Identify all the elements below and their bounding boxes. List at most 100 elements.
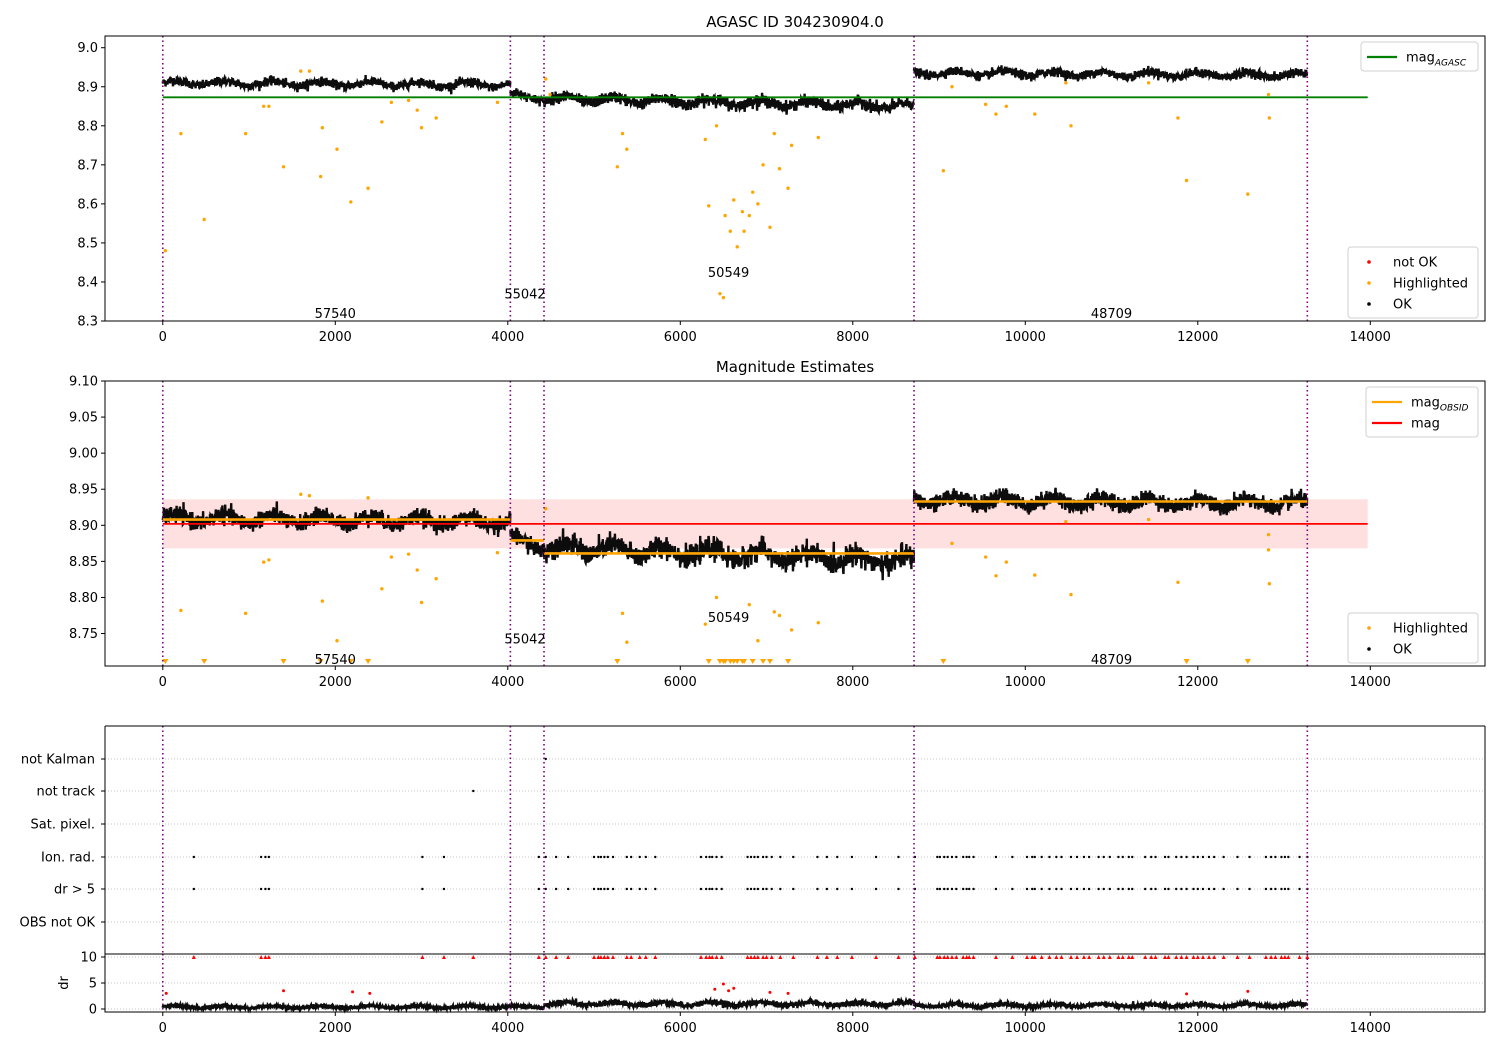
p3-flag-point xyxy=(1283,887,1287,891)
p1-highlighted-point xyxy=(703,137,707,142)
p4-clipped-marker xyxy=(1179,955,1184,959)
p2-xtick-label: 10000 xyxy=(1005,675,1046,690)
p4-clipped-marker xyxy=(643,955,648,959)
p2-highlighted-point xyxy=(544,507,548,511)
p4-clipped-marker xyxy=(1195,955,1200,959)
p2-highlighted-point xyxy=(983,555,988,559)
p4-xtick-label: 0 xyxy=(159,1021,167,1036)
p3-flag-point xyxy=(1131,887,1134,891)
p4-clipped-marker xyxy=(653,955,658,959)
p3-flag-point xyxy=(779,855,782,859)
p4-clipped-marker xyxy=(1096,955,1101,959)
p3-flag-point xyxy=(1011,887,1014,891)
p4-xtick-label: 6000 xyxy=(664,1021,697,1036)
p2-out-of-range-marker xyxy=(280,659,287,664)
p1-highlighted-point xyxy=(243,131,248,136)
p2-highlighted-point xyxy=(1267,582,1272,586)
p4-clipped-marker xyxy=(1143,955,1148,959)
p2-obsid-label: 57540 xyxy=(315,653,356,668)
p2-ytick-label: 8.75 xyxy=(69,627,98,642)
panel-agasc-title: AGASC ID 304230904.0 xyxy=(706,13,884,31)
p3-flag-point xyxy=(749,887,753,891)
p4-clipped-marker xyxy=(835,955,840,959)
p3-flag-point xyxy=(761,887,765,891)
p3-flag-point xyxy=(629,887,633,891)
p2-highlighted-point xyxy=(320,599,325,603)
p3-flag-point xyxy=(606,887,610,891)
p4-xtick-label: 2000 xyxy=(319,1021,352,1036)
p2-ok-points xyxy=(542,528,916,581)
p4-clipped-marker xyxy=(752,955,757,959)
p1-highlighted-point xyxy=(163,249,168,253)
p3-flag-point xyxy=(592,887,596,891)
p3-flag-point xyxy=(708,855,711,859)
p1-ok-points xyxy=(912,64,1309,84)
p1-highlighted-point xyxy=(1033,112,1037,116)
p4-clipped-marker xyxy=(949,955,954,959)
p3-flag-point xyxy=(442,887,446,891)
p3-flag-point xyxy=(1117,887,1120,891)
p3-flag-point xyxy=(1201,887,1205,891)
p2-highlighted-point xyxy=(1033,573,1037,577)
p4-clipped-marker xyxy=(1174,955,1179,959)
p3-flag-point xyxy=(472,789,475,793)
p3-flag-point xyxy=(1150,855,1153,859)
p2-highlighted-point xyxy=(267,558,271,562)
p2-highlighted-point xyxy=(703,622,707,626)
p3-flag-point xyxy=(955,887,958,891)
p1-highlighted-point xyxy=(941,168,946,173)
p4-clipped-marker xyxy=(441,955,446,959)
p3-flag-point xyxy=(1048,887,1051,891)
p3-flag-point xyxy=(597,887,600,891)
p3-flag-point xyxy=(1185,887,1188,891)
p2-xtick-label: 6000 xyxy=(664,675,697,690)
p4-clipped-marker xyxy=(1247,955,1252,959)
p2-bottom-legend-marker-key xyxy=(1367,626,1371,630)
p3-flag-point xyxy=(770,887,773,891)
p4-clipped-marker xyxy=(1286,955,1291,959)
p1-highlighted-point xyxy=(320,126,325,130)
p1-highlighted-point xyxy=(772,131,776,136)
p1-highlighted-point xyxy=(747,213,751,218)
p1-bottom-legend-label: OK xyxy=(1393,298,1412,313)
p1-highlighted-point xyxy=(1246,192,1250,196)
p3-flag-point xyxy=(1274,887,1277,891)
p1-xtick-label: 0 xyxy=(159,330,167,345)
p2-highlighted-point xyxy=(406,552,411,556)
p3-flag-point xyxy=(566,855,570,859)
p4-clipped-marker xyxy=(602,955,607,959)
p3-flag-point xyxy=(1192,855,1195,859)
p2-highlighted-point xyxy=(816,621,820,625)
p3-flag-point xyxy=(936,887,939,891)
p4-clipped-marker xyxy=(592,955,597,959)
p3-flag-point xyxy=(554,887,558,891)
p4-clipped-marker xyxy=(704,955,709,959)
p1-bottom-legend-label: not OK xyxy=(1393,256,1438,271)
p4-clipped-marker xyxy=(566,955,571,959)
p3-flag-point xyxy=(994,887,998,891)
p3-flag-point xyxy=(611,855,615,859)
p2-highlighted-point xyxy=(994,574,998,578)
p3-flag-point xyxy=(1264,887,1268,891)
p2-out-of-range-marker xyxy=(1244,659,1251,664)
p4-clipped-marker xyxy=(964,955,969,959)
p4-clipped-marker xyxy=(1153,955,1158,959)
p4-clipped-marker xyxy=(1030,955,1035,959)
p1-xtick-label: 14000 xyxy=(1350,330,1391,345)
p3-flag-point xyxy=(597,855,600,859)
p3-flag-point xyxy=(544,757,547,761)
p1-highlighted-point xyxy=(1176,116,1180,120)
p4-clipped-marker xyxy=(971,955,976,959)
p4-clipped-marker xyxy=(266,955,271,959)
p3-flag-point xyxy=(946,887,949,891)
panel-flags: not Kalman not track Sat. pixel. Ion. rad. d… xyxy=(20,725,1486,955)
p2-xtick-label: 12000 xyxy=(1177,675,1218,690)
p3-flag-point xyxy=(720,887,723,891)
p2-highlighted-point xyxy=(419,600,424,605)
p4-clipped-marker xyxy=(896,955,901,959)
p3-flag-point xyxy=(1150,887,1153,891)
p3-flag-point xyxy=(1185,855,1188,859)
p4-clipped-marker xyxy=(1207,955,1211,959)
p1-highlighted-point xyxy=(262,104,266,108)
